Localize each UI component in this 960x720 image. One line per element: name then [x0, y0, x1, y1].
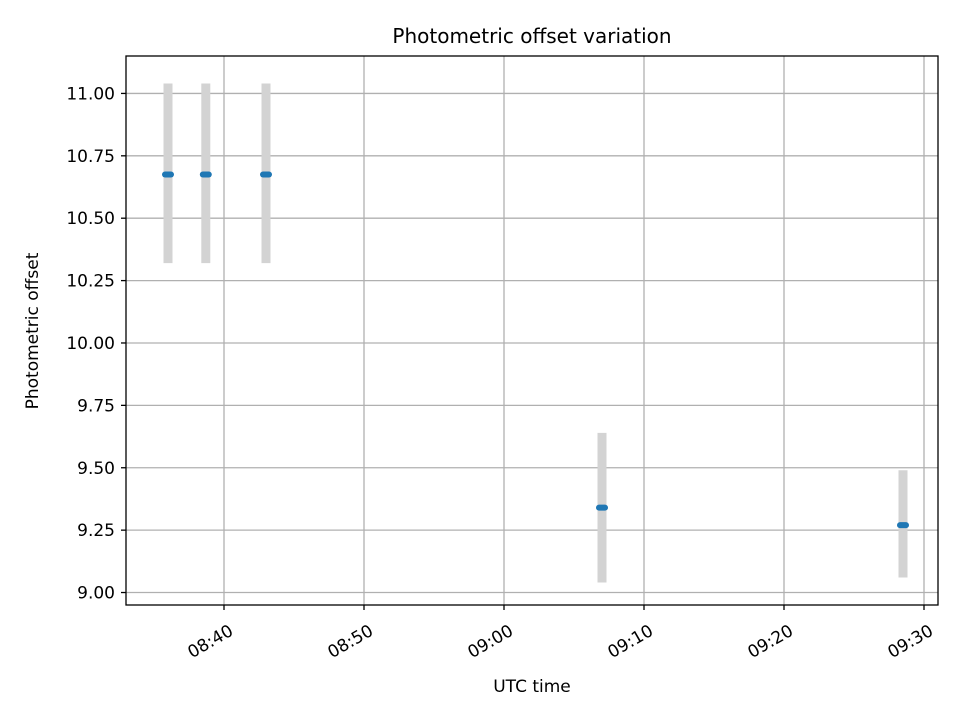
x-tick-label: 09:00: [464, 621, 516, 663]
data-point: [260, 171, 272, 178]
plot-frame: [125, 55, 939, 606]
y-tick-label: 9.00: [77, 584, 115, 604]
x-axis-label: UTC time: [493, 677, 571, 697]
y-axis-label: Photometric offset: [23, 252, 43, 409]
y-tick-label: 9.75: [77, 396, 115, 416]
data-layer: [162, 83, 909, 583]
y-tick-label: 9.50: [77, 459, 115, 479]
y-tick-label: 10.50: [66, 209, 115, 229]
x-tick-label: 08:40: [184, 621, 236, 663]
chart-title: Photometric offset variation: [392, 24, 671, 48]
x-tick-label: 09:30: [884, 621, 936, 663]
y-tick-label: 10.75: [66, 147, 115, 167]
tick-layer: 9.00 9.25 9.50 9.75 10.00 10.25 10.50 10.75 11.0…: [66, 84, 937, 662]
grid-layer: [126, 56, 938, 605]
y-tick-label: 11.00: [66, 84, 115, 104]
data-point: [199, 171, 212, 178]
y-tick-label: 9.25: [77, 521, 115, 541]
y-tick-label: 10.25: [66, 272, 115, 292]
x-tick-label: 08:50: [324, 621, 376, 663]
y-tick-label: 10.00: [66, 334, 115, 354]
data-point: [897, 522, 909, 529]
x-tick-label: 09:10: [604, 621, 656, 663]
data-point: [596, 504, 608, 511]
x-tick-label: 09:20: [744, 621, 796, 663]
data-point: [162, 171, 174, 178]
